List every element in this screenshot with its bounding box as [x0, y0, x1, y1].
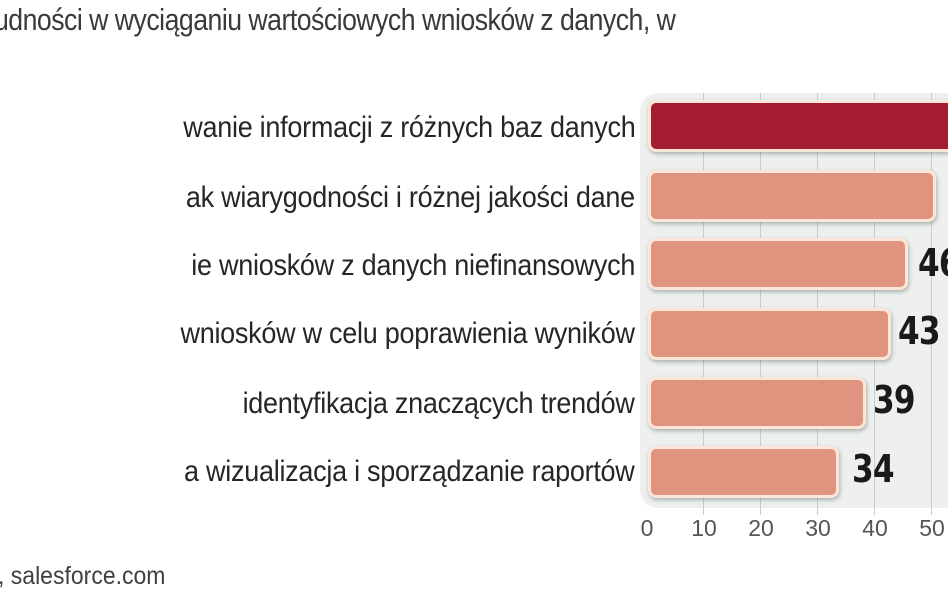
row-label: wanie informacji z różnych baz danych — [182, 111, 636, 144]
plot-area — [640, 93, 948, 508]
row-label: identyfikacja znaczących trendów — [242, 387, 635, 420]
bar — [648, 446, 839, 498]
x-tick-label: 30 — [805, 515, 831, 541]
bar-highlight — [648, 100, 948, 152]
source-note: , salesforce.com — [0, 562, 166, 590]
row-label: ak wiarygodności i różnej jakości dane — [186, 181, 635, 214]
x-tick-label: 50 — [919, 515, 945, 541]
bar — [648, 170, 936, 222]
gridline-30 — [817, 93, 818, 515]
value-label: 39 — [873, 378, 916, 422]
bar — [648, 377, 866, 429]
gridline-10 — [703, 93, 704, 515]
gridline-50 — [931, 93, 932, 515]
bar — [648, 238, 908, 290]
value-label: 34 — [852, 447, 895, 491]
chart-title: udności w wyciąganiu wartościowych wnios… — [0, 2, 676, 37]
x-tick-label: 10 — [691, 515, 717, 541]
bar — [648, 308, 891, 360]
gridline-40 — [874, 93, 875, 515]
row-label: ie wniosków z danych niefinansowych — [191, 249, 635, 282]
value-label: 43 — [898, 309, 941, 353]
x-tick-label: 40 — [862, 515, 888, 541]
row-label: a wizualizacja i sporządzanie raportów — [184, 455, 636, 488]
value-label: 46 — [918, 241, 948, 285]
row-label: wniosków w celu poprawienia wyników — [180, 317, 636, 350]
gridline-20 — [760, 93, 761, 515]
x-tick-label: 0 — [640, 515, 654, 541]
x-tick-label: 20 — [748, 515, 774, 541]
